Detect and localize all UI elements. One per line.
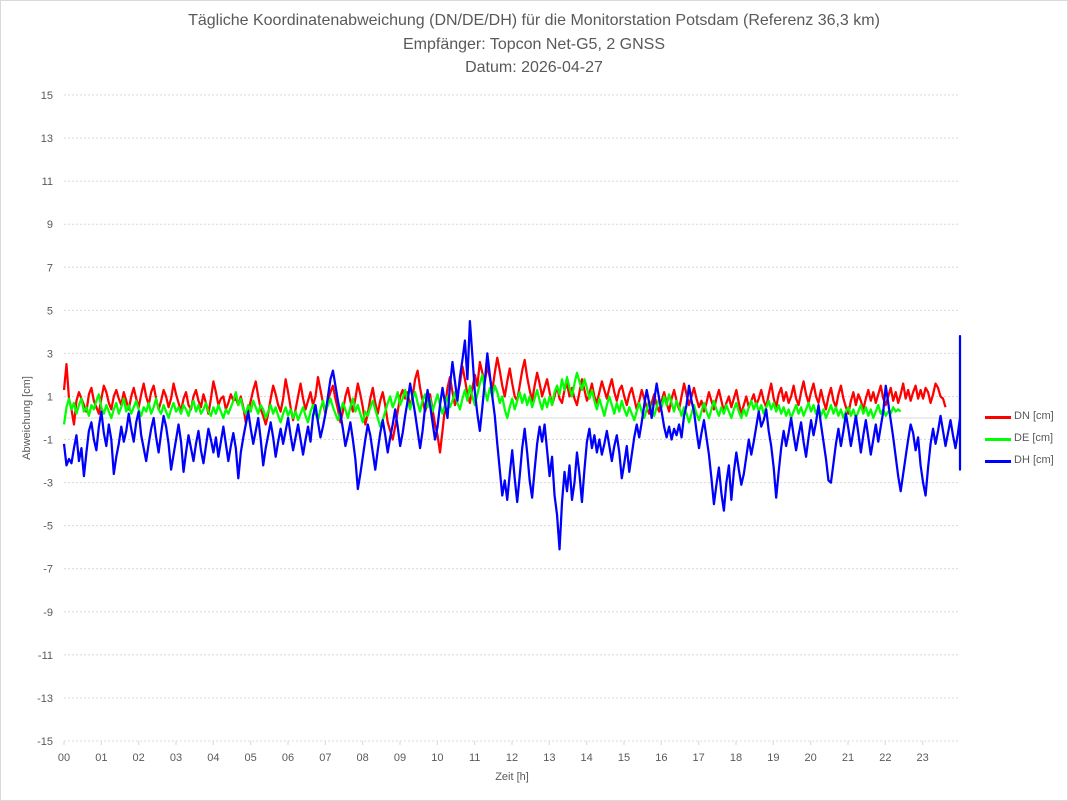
- chart-date: Datum: 2026-04-27: [465, 59, 603, 76]
- series-line-dn: [62, 356, 947, 454]
- legend-label: DE [cm]: [1014, 432, 1054, 444]
- x-tick-label: 04: [207, 752, 219, 764]
- series-line-de: [62, 371, 902, 428]
- x-tick-label: 22: [879, 752, 891, 764]
- legend-swatch: [985, 460, 1011, 463]
- x-tick-label: 13: [543, 752, 555, 764]
- y-tick-label: -9: [43, 607, 53, 619]
- y-tick-label: 15: [41, 90, 53, 102]
- x-tick-label: 11: [469, 752, 480, 764]
- x-tick-label: 01: [95, 752, 107, 764]
- x-tick-label: 19: [767, 752, 779, 764]
- y-tick-label: -1: [43, 435, 53, 447]
- x-tick-label: 15: [618, 752, 630, 764]
- x-tick-label: 05: [245, 752, 257, 764]
- x-tick-label: 16: [655, 752, 667, 764]
- legend-label: DH [cm]: [1014, 454, 1054, 466]
- y-tick-label: 3: [47, 348, 53, 360]
- y-tick-label: -3: [43, 478, 53, 490]
- x-tick-label: 10: [431, 752, 443, 764]
- y-tick-label: 9: [47, 219, 53, 231]
- x-tick-label: 23: [917, 752, 929, 764]
- y-tick-label: 1: [47, 391, 53, 403]
- x-tick-label: 06: [282, 752, 294, 764]
- legend-swatch: [985, 416, 1011, 419]
- x-axis-label: Zeit [h]: [495, 771, 529, 783]
- series-line-dh: [62, 319, 962, 551]
- y-tick-label: -13: [37, 693, 53, 705]
- x-tick-label: 07: [319, 752, 331, 764]
- x-axis-ticks: 00 01 02 03 04 05 06 07 08 09 10 11 12 13 14 15 16 17 18 19…: [58, 741, 929, 764]
- chart-title: Tägliche Koordinatenabweichung (DN/DE/DH…: [188, 12, 880, 29]
- y-axis-ticks: 15 13 11 9 7 5 3 1 -1 -3 -5 -7 -9 -11 -13 -15: [37, 90, 53, 748]
- y-tick-label: 13: [41, 133, 53, 145]
- y-tick-label: -11: [38, 650, 53, 662]
- legend-label: DN [cm]: [1014, 410, 1054, 422]
- x-tick-label: 21: [842, 752, 854, 764]
- x-tick-label: 08: [357, 752, 369, 764]
- x-tick-label: 18: [730, 752, 742, 764]
- x-tick-label: 20: [805, 752, 817, 764]
- y-axis-label: Abweichung [cm]: [21, 376, 33, 460]
- chart-subtitle: Empfänger: Topcon Net-G5, 2 GNSS: [402, 36, 666, 53]
- legend-swatch: [985, 438, 1011, 441]
- x-tick-label: 00: [58, 752, 70, 764]
- x-tick-label: 14: [581, 752, 593, 764]
- y-tick-label: -15: [37, 736, 53, 748]
- x-tick-label: 12: [506, 752, 518, 764]
- y-tick-label: 7: [47, 262, 53, 274]
- y-tick-label: 5: [47, 305, 53, 317]
- x-tick-label: 09: [394, 752, 406, 764]
- data-series: [62, 319, 962, 551]
- gridlines: [64, 94, 960, 742]
- x-tick-label: 17: [693, 752, 705, 764]
- x-tick-label: 03: [170, 752, 182, 764]
- y-tick-label: -5: [43, 521, 53, 533]
- y-tick-label: -7: [43, 564, 53, 576]
- y-tick-label: 11: [42, 176, 53, 188]
- x-tick-label: 02: [133, 752, 145, 764]
